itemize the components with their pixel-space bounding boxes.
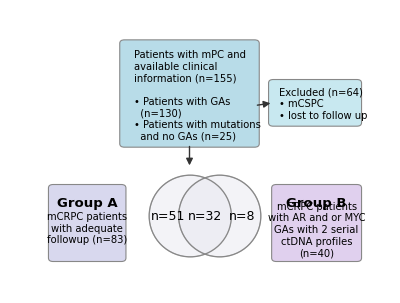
Text: Patients with mPC and
available clinical
information (n=155)

• Patients with GA: Patients with mPC and available clinical… (134, 50, 260, 142)
Ellipse shape (149, 175, 231, 257)
FancyBboxPatch shape (272, 185, 362, 261)
FancyBboxPatch shape (120, 40, 259, 147)
Text: n=8: n=8 (229, 209, 256, 222)
Text: mCRPC patients
with AR and or MYC
GAs with 2 serial
ctDNA profiles
(n=40): mCRPC patients with AR and or MYC GAs wi… (268, 202, 365, 258)
Text: Group B: Group B (286, 197, 347, 210)
FancyBboxPatch shape (48, 185, 126, 261)
Text: Group A: Group A (57, 197, 118, 210)
Text: n=32: n=32 (188, 209, 222, 222)
Text: mCRPC patients
with adequate
followup (n=83): mCRPC patients with adequate followup (n… (47, 212, 127, 245)
Ellipse shape (179, 175, 261, 257)
FancyBboxPatch shape (268, 79, 362, 126)
Text: n=51: n=51 (150, 209, 185, 222)
Text: Excluded (n=64)
• mCSPC
• lost to follow up: Excluded (n=64) • mCSPC • lost to follow… (279, 88, 368, 121)
